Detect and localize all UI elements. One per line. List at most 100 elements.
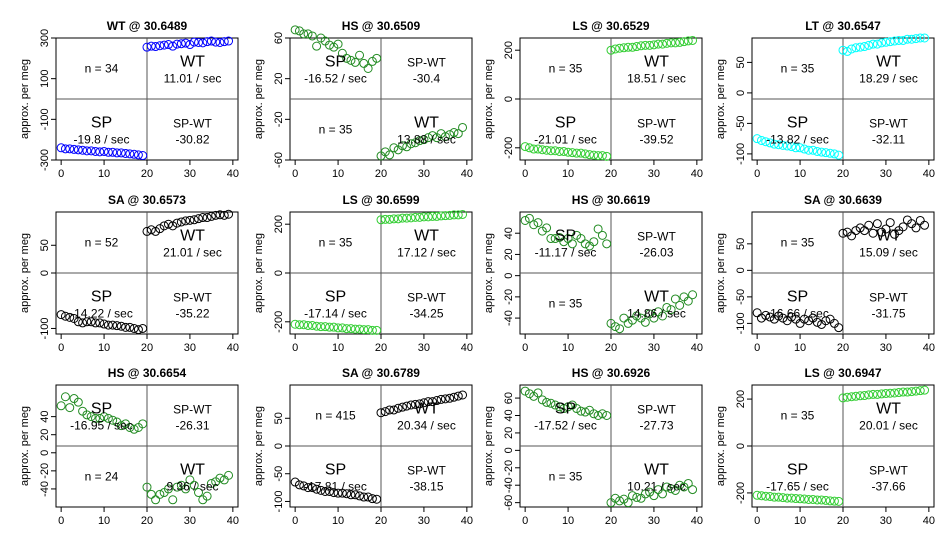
sp-point (821, 316, 831, 326)
wt-point (172, 482, 182, 492)
wt-point (911, 386, 921, 396)
n-label: n = 35 (781, 409, 815, 423)
sp-point (589, 150, 599, 160)
sp-point (554, 402, 564, 412)
y-tick-label: 20 (273, 73, 285, 85)
y-axis-label: approx. per meg (483, 59, 495, 139)
sp-point (786, 493, 796, 503)
y-axis-label: approx. per meg (253, 406, 265, 486)
x-tick-label: 30 (184, 342, 196, 354)
sp-point (546, 398, 556, 408)
x-tick-label: 30 (418, 515, 430, 527)
wt-point (851, 43, 861, 53)
sp-point (312, 321, 322, 331)
sp-rate: -17.81 / sec (304, 480, 367, 494)
wt-point (662, 482, 672, 492)
x-tick-label: 10 (794, 168, 806, 180)
wt-label: WT (644, 54, 669, 71)
wt-point (211, 210, 221, 220)
spwt-label: SP-WT (869, 117, 908, 131)
wt-point (859, 391, 869, 401)
y-axis-label: approx. per meg (253, 59, 265, 139)
sp-point (795, 143, 805, 153)
wt-point (640, 317, 650, 327)
sp-point (765, 491, 775, 501)
wt-point (632, 42, 642, 52)
sp-point (799, 144, 809, 154)
wt-point (907, 387, 917, 397)
x-tick-label: 30 (184, 515, 196, 527)
wt-label: WT (876, 228, 901, 245)
wt-label: WT (644, 462, 669, 479)
y-axis-label: approx. per meg (253, 233, 265, 313)
y-tick-label: -50 (735, 289, 747, 305)
spwt-label: SP-WT (407, 464, 446, 478)
wt-rate: 20.34 / sec (397, 419, 456, 433)
y-axis-label: approx. per meg (483, 406, 495, 486)
wt-label: WT (414, 115, 439, 132)
x-tick-label: 10 (332, 168, 344, 180)
wt-point (623, 498, 633, 508)
y-axis-label: approx. per meg (483, 233, 495, 313)
sp-point (774, 492, 784, 502)
sp-point (112, 148, 122, 158)
wt-point (885, 218, 895, 228)
wt-point (389, 143, 399, 153)
y-tick-label: 0 (735, 443, 747, 449)
wt-point (159, 221, 169, 231)
wt-point (855, 391, 865, 401)
sp-point (774, 140, 784, 150)
sp-point (95, 413, 105, 423)
sp-point (125, 422, 135, 432)
wt-point (198, 38, 208, 48)
wt-point (445, 210, 455, 220)
sp-point (78, 318, 88, 328)
wt-point (206, 479, 216, 489)
sp-point (804, 145, 814, 155)
sp-rate: -13.82 / sec (766, 133, 829, 147)
sp-point (337, 323, 347, 333)
wt-rate: 11.01 / sec (164, 72, 222, 86)
sp-point (778, 140, 788, 150)
sp-point (589, 237, 599, 247)
wt-point (649, 313, 659, 323)
wt-point (397, 141, 407, 151)
sp-point (597, 230, 607, 240)
spwt-label: SP-WT (173, 291, 212, 305)
sp-point (324, 322, 334, 332)
wt-point (206, 211, 216, 221)
wt-rate: 15.09 / sec (859, 246, 918, 260)
x-tick-label: 40 (461, 515, 473, 527)
sp-point (108, 147, 118, 157)
y-tick-label: 100 (39, 69, 51, 87)
sp-point (303, 29, 313, 39)
sp-point (337, 488, 347, 498)
x-tick-label: 10 (98, 168, 110, 180)
wt-point (402, 213, 412, 223)
sp-point (346, 324, 356, 334)
sp-point (95, 147, 105, 157)
wt-point (653, 39, 663, 49)
wt-point (666, 305, 676, 315)
wt-point (440, 211, 450, 221)
wt-point (402, 401, 412, 411)
panel-8: SA @ 30.6639 0 10 20 30 40 -100 -50 0 50 approx. p… (715, 193, 935, 354)
sp-point (550, 234, 560, 244)
sp-point (125, 149, 135, 159)
n-label: n = 35 (549, 62, 583, 76)
wt-point (389, 405, 399, 415)
sp-point (834, 150, 844, 160)
x-tick-label: 0 (58, 342, 64, 354)
wt-point (683, 478, 693, 488)
wt-point (224, 209, 234, 219)
sp-point (542, 145, 552, 155)
sp-point (73, 397, 83, 407)
wt-point (627, 491, 637, 501)
sp-point (355, 50, 365, 60)
x-tick-label: 0 (754, 168, 760, 180)
y-tick-label: 60 (503, 392, 515, 404)
sp-point (817, 495, 827, 505)
wt-point (423, 212, 433, 222)
sp-label: SP (325, 54, 346, 71)
wt-point (868, 389, 878, 399)
